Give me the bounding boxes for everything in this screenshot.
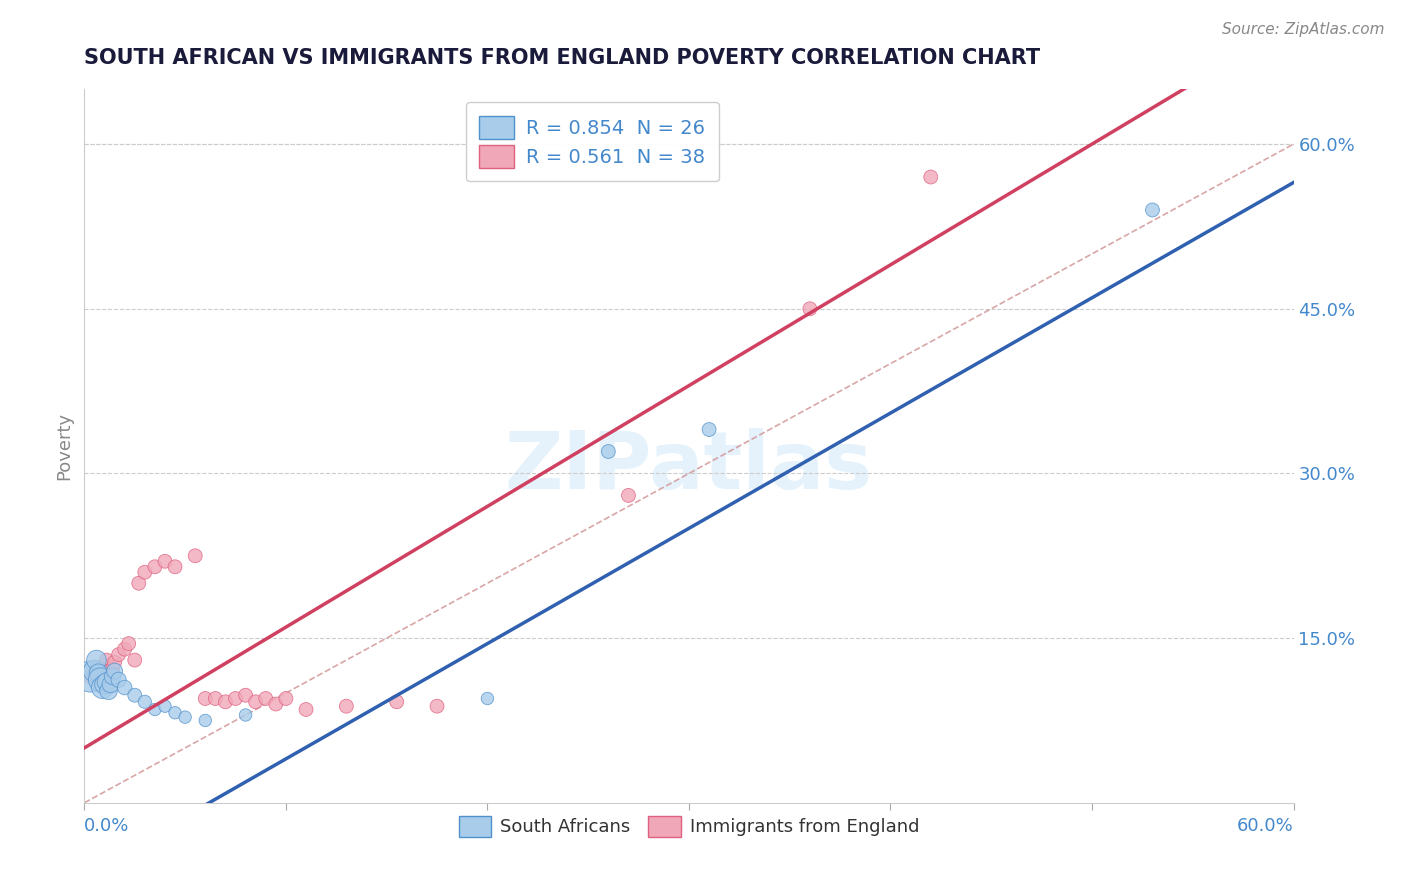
Point (86, 653, 108, 667)
Point (235, 708, 257, 723)
Point (100, 677, 122, 691)
Point (114, 642, 136, 657)
Point (204, 691, 226, 706)
Point (617, 488, 640, 502)
Point (143, 559, 166, 574)
Point (101, 669, 124, 683)
Text: 60.0%: 60.0% (1237, 817, 1294, 835)
Point (295, 702, 318, 716)
Point (83, 666, 105, 681)
Point (245, 695, 267, 709)
Point (235, 688, 257, 702)
Text: ZIPatlas: ZIPatlas (505, 428, 873, 507)
Point (153, 699, 176, 714)
Point (91, 666, 114, 681)
Point (101, 662, 124, 676)
Point (335, 699, 357, 714)
Point (385, 695, 408, 709)
Point (920, 169, 942, 184)
Point (134, 566, 156, 580)
Point (79, 669, 101, 683)
Point (174, 710, 197, 724)
Point (134, 695, 156, 709)
Point (143, 702, 166, 716)
Point (165, 706, 187, 720)
Point (83, 664, 105, 678)
Point (118, 637, 141, 651)
Point (264, 697, 287, 711)
Point (194, 691, 217, 706)
Point (97, 664, 120, 678)
Point (89, 677, 111, 691)
Text: SOUTH AFRICAN VS IMMIGRANTS FROM ENGLAND POVERTY CORRELATION CHART: SOUTH AFRICAN VS IMMIGRANTS FROM ENGLAND… (84, 48, 1040, 68)
Point (254, 691, 277, 706)
Point (104, 664, 127, 678)
Point (93, 658, 115, 673)
Y-axis label: Poverty: Poverty (55, 412, 73, 480)
Legend: South Africans, Immigrants from England: South Africans, Immigrants from England (451, 808, 927, 844)
Point (97, 683, 120, 698)
Point (128, 576, 150, 591)
Point (93, 677, 115, 691)
Point (1142, 202, 1164, 217)
Point (89, 673, 111, 687)
Point (100, 669, 122, 683)
Point (274, 691, 297, 706)
Point (114, 681, 136, 695)
Point (184, 549, 207, 563)
Point (697, 423, 720, 437)
Point (426, 699, 449, 714)
Point (87, 673, 110, 687)
Point (86, 662, 108, 676)
Point (214, 695, 236, 709)
Point (477, 691, 499, 706)
Point (124, 688, 146, 702)
Point (91, 681, 114, 695)
Point (104, 655, 127, 669)
Point (165, 559, 187, 574)
Point (79, 669, 101, 683)
Point (96, 653, 118, 667)
Point (124, 653, 146, 667)
Point (96, 675, 118, 690)
Point (194, 714, 217, 728)
Point (598, 444, 620, 458)
Point (225, 691, 247, 706)
Point (107, 673, 129, 687)
Point (799, 301, 821, 316)
Point (87, 666, 110, 681)
Text: 0.0%: 0.0% (84, 817, 129, 835)
Text: Source: ZipAtlas.com: Source: ZipAtlas.com (1222, 22, 1385, 37)
Point (107, 648, 129, 662)
Point (153, 554, 176, 568)
